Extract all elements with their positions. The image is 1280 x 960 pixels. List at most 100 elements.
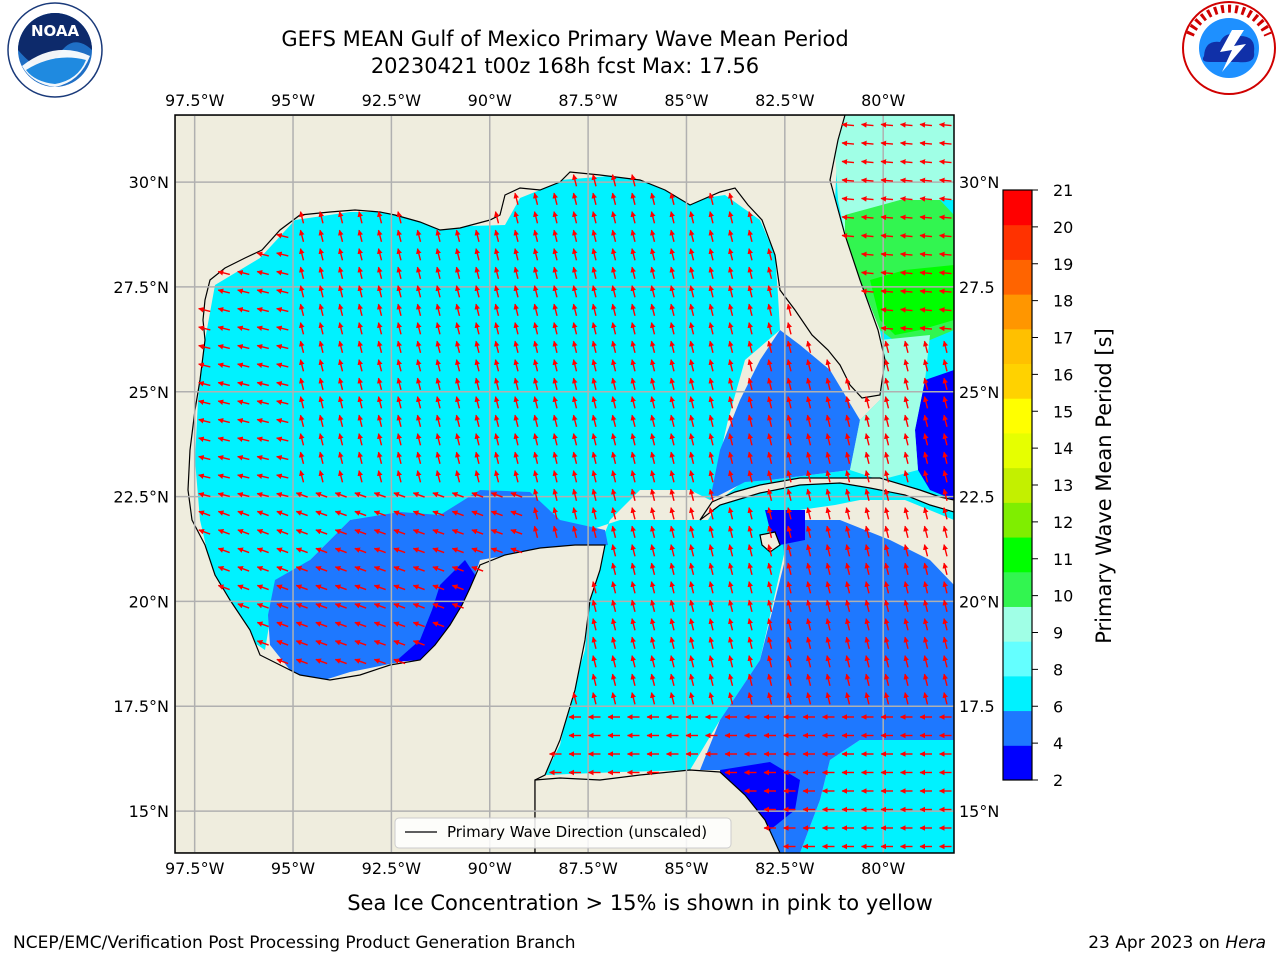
wave-arrow: [864, 618, 870, 631]
wave-arrow: [217, 473, 230, 479]
wave-arrow: [513, 322, 519, 335]
wave-arrow: [786, 340, 792, 353]
wave-arrow: [611, 525, 617, 538]
wave-arrow: [767, 266, 773, 279]
wave-arrow: [217, 362, 230, 368]
wave-arrow: [435, 303, 441, 316]
wave-arrow: [276, 529, 289, 535]
wave-arrow: [919, 214, 933, 221]
wave-arrow: [334, 658, 347, 665]
wave-arrow: [747, 673, 753, 686]
wave-arrow: [357, 285, 363, 298]
wave-arrow: [572, 414, 578, 427]
wave-arrow: [786, 655, 792, 668]
wave-arrow: [591, 433, 597, 446]
wave-arrow: [315, 547, 328, 554]
wave-arrow: [884, 396, 890, 409]
wave-arrow: [572, 303, 578, 316]
colorbar-segment: [1003, 502, 1032, 538]
wave-arrow: [689, 673, 695, 686]
wave-arrow: [377, 359, 383, 372]
wave-arrow: [669, 359, 675, 372]
wave-arrow: [315, 640, 328, 646]
wave-arrow: [318, 414, 324, 427]
wave-arrow: [767, 396, 773, 409]
wave-arrow: [884, 359, 890, 372]
wave-arrow: [494, 414, 500, 427]
wave-arrow: [396, 248, 402, 261]
wave-arrow: [396, 340, 402, 353]
wave-arrow: [630, 673, 636, 686]
wave-arrow: [880, 159, 894, 165]
wave-arrow: [295, 603, 308, 609]
wave-arrow: [552, 414, 558, 427]
wave-arrow: [198, 473, 211, 479]
wave-arrow: [513, 248, 519, 261]
lon-tick-top: 90°W: [468, 91, 512, 110]
wave-arrow: [919, 288, 933, 295]
wave-arrow: [591, 581, 597, 594]
wave-arrow: [591, 396, 597, 409]
wave-arrow: [728, 396, 734, 409]
wave-arrow: [338, 303, 344, 316]
wave-arrow: [533, 359, 539, 372]
colorbar-tick-label: 20: [1053, 218, 1073, 237]
wave-arrow: [552, 266, 558, 279]
wave-arrow: [708, 285, 714, 298]
wave-arrow: [747, 303, 753, 316]
wave-arrow: [377, 285, 383, 298]
wave-arrow: [315, 492, 328, 498]
wave-arrow: [513, 340, 519, 353]
wave-arrow: [860, 270, 874, 276]
wave-arrow: [572, 248, 578, 261]
wave-arrow: [923, 359, 929, 372]
wave-arrow: [373, 603, 386, 609]
wave-arrow: [864, 451, 870, 464]
wave-arrow: [903, 692, 909, 705]
wave-arrow: [669, 248, 675, 261]
wave-arrow: [689, 377, 695, 390]
wave-arrow: [572, 525, 578, 538]
legend-label: Primary Wave Direction (unscaled): [447, 823, 707, 841]
wave-arrow: [315, 566, 328, 572]
wave-arrow: [591, 285, 597, 298]
wave-arrow: [494, 229, 500, 242]
wave-arrow: [552, 340, 558, 353]
wave-arrow: [357, 340, 363, 353]
wave-arrow: [611, 340, 617, 353]
wave-arrow: [494, 322, 500, 335]
wave-arrow: [650, 433, 656, 446]
wave-arrow: [786, 581, 792, 594]
wave-arrow: [669, 303, 675, 316]
wave-arrow: [747, 451, 753, 464]
wave-arrow: [728, 359, 734, 372]
wave-arrow: [767, 285, 773, 298]
wave-arrow: [393, 547, 406, 554]
wave-arrow: [689, 285, 695, 298]
wave-arrow: [630, 433, 636, 446]
wave-arrow: [669, 192, 675, 205]
wave-arrow: [412, 529, 425, 535]
wave-arrow: [669, 562, 675, 575]
florida-east-light-region: [850, 335, 930, 480]
gulf-cyan-region: [195, 115, 954, 853]
colorbar-segment: [1003, 745, 1032, 781]
wave-arrow: [630, 266, 636, 279]
lat-tick-right: 17.5: [959, 697, 995, 716]
wave-arrow: [471, 547, 484, 554]
wave-arrow: [903, 636, 909, 649]
wave-arrow: [432, 547, 445, 554]
wave-arrow: [455, 340, 461, 353]
wave-arrow: [334, 566, 347, 572]
wave-arrow: [845, 599, 851, 612]
wave-arrow: [650, 192, 656, 205]
wave-arrow: [825, 396, 831, 409]
wave-arrow: [591, 451, 597, 464]
wave-arrow: [825, 414, 831, 427]
colorbar-segment: [1003, 224, 1032, 260]
wave-arrow: [533, 229, 539, 242]
wave-arrow: [919, 196, 933, 202]
wave-arrow: [237, 270, 250, 276]
wave-arrow: [806, 433, 812, 446]
wave-arrow: [864, 636, 870, 649]
